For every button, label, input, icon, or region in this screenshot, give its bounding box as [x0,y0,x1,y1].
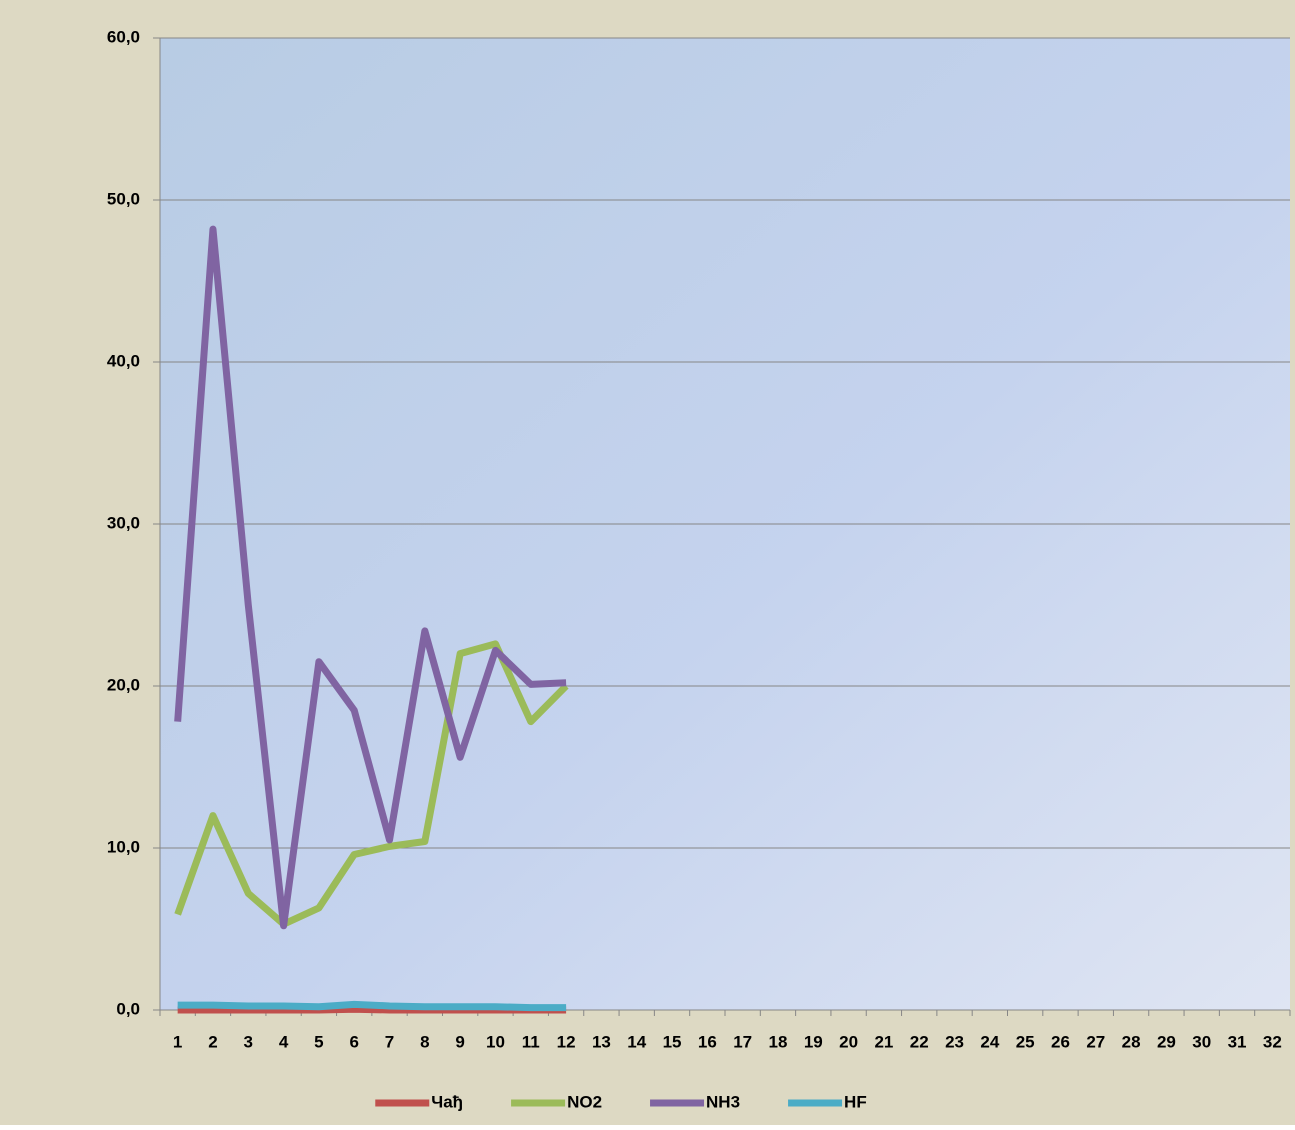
x-tick-label: 10 [486,1032,505,1051]
legend-label: NO2 [567,1092,602,1111]
x-tick-label: 29 [1157,1032,1176,1051]
y-tick-label: 0,0 [116,999,140,1018]
x-tick-label: 32 [1263,1032,1282,1051]
x-tick-label: 18 [769,1032,788,1051]
x-tick-label: 14 [627,1032,646,1051]
x-tick-label: 28 [1122,1032,1141,1051]
x-tick-label: 23 [945,1032,964,1051]
x-tick-label: 17 [733,1032,752,1051]
x-tick-label: 8 [420,1032,429,1051]
x-tick-label: 31 [1228,1032,1247,1051]
x-tick-label: 2 [208,1032,217,1051]
series-line [177,1000,567,1012]
x-tick-label: 11 [522,1032,540,1051]
y-tick-label: 10,0 [107,837,140,856]
x-tick-label: 26 [1051,1032,1070,1051]
x-tick-label: 16 [698,1032,717,1051]
x-tick-label: 4 [279,1032,289,1051]
y-tick-label: 50,0 [107,189,140,208]
x-tick-label: 30 [1192,1032,1211,1051]
x-tick-label: 20 [839,1032,858,1051]
x-tick-label: 22 [910,1032,929,1051]
legend-label: NH3 [706,1092,740,1111]
x-tick-label: 27 [1086,1032,1105,1051]
y-tick-label: 20,0 [107,675,140,694]
x-tick-label: 7 [385,1032,394,1051]
y-tick-label: 60,0 [107,27,140,46]
x-tick-label: 9 [455,1032,464,1051]
x-tick-label: 5 [314,1032,323,1051]
x-tick-label: 6 [349,1032,358,1051]
series-line [174,225,567,930]
y-tick-label: 30,0 [107,513,140,532]
x-tick-label: 15 [663,1032,682,1051]
x-tick-label: 12 [557,1032,576,1051]
x-tick-label: 3 [244,1032,253,1051]
x-tick-label: 21 [874,1032,893,1051]
y-tick-label: 40,0 [107,351,140,370]
x-tick-label: 13 [592,1032,611,1051]
x-tick-label: 19 [804,1032,823,1051]
legend-label: Чађ [431,1092,463,1111]
legend-label: HF [844,1092,867,1111]
x-tick-label: 25 [1016,1032,1035,1051]
x-tick-label: 1 [173,1032,182,1051]
x-tick-label: 24 [980,1032,999,1051]
